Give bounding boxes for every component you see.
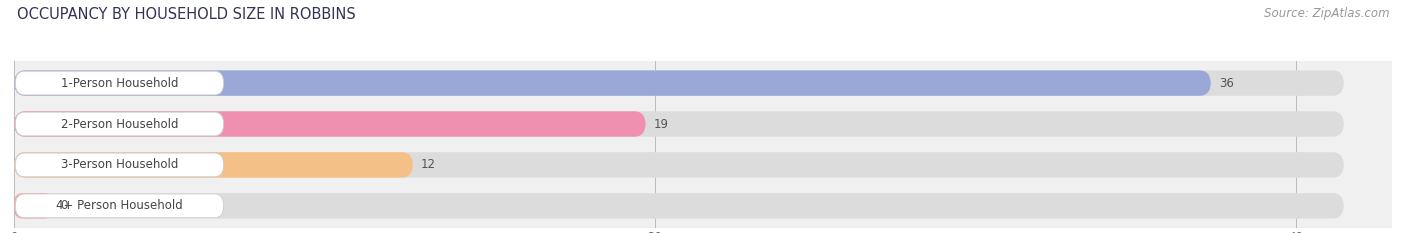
FancyBboxPatch shape xyxy=(14,111,1344,137)
Text: 0: 0 xyxy=(60,199,67,212)
FancyBboxPatch shape xyxy=(14,152,1344,178)
FancyBboxPatch shape xyxy=(15,71,224,95)
FancyBboxPatch shape xyxy=(15,153,224,177)
Text: 3-Person Household: 3-Person Household xyxy=(60,158,179,171)
Text: 4+ Person Household: 4+ Person Household xyxy=(56,199,183,212)
FancyBboxPatch shape xyxy=(15,112,224,136)
FancyBboxPatch shape xyxy=(14,70,1211,96)
FancyBboxPatch shape xyxy=(14,152,413,178)
FancyBboxPatch shape xyxy=(14,193,52,219)
FancyBboxPatch shape xyxy=(14,193,1344,219)
FancyBboxPatch shape xyxy=(14,111,645,137)
Text: 12: 12 xyxy=(420,158,436,171)
Text: 1-Person Household: 1-Person Household xyxy=(60,77,179,89)
FancyBboxPatch shape xyxy=(15,194,224,218)
FancyBboxPatch shape xyxy=(14,70,1344,96)
Text: OCCUPANCY BY HOUSEHOLD SIZE IN ROBBINS: OCCUPANCY BY HOUSEHOLD SIZE IN ROBBINS xyxy=(17,7,356,22)
Text: 19: 19 xyxy=(654,117,669,130)
Text: Source: ZipAtlas.com: Source: ZipAtlas.com xyxy=(1264,7,1389,20)
Text: 2-Person Household: 2-Person Household xyxy=(60,117,179,130)
Text: 36: 36 xyxy=(1219,77,1234,89)
